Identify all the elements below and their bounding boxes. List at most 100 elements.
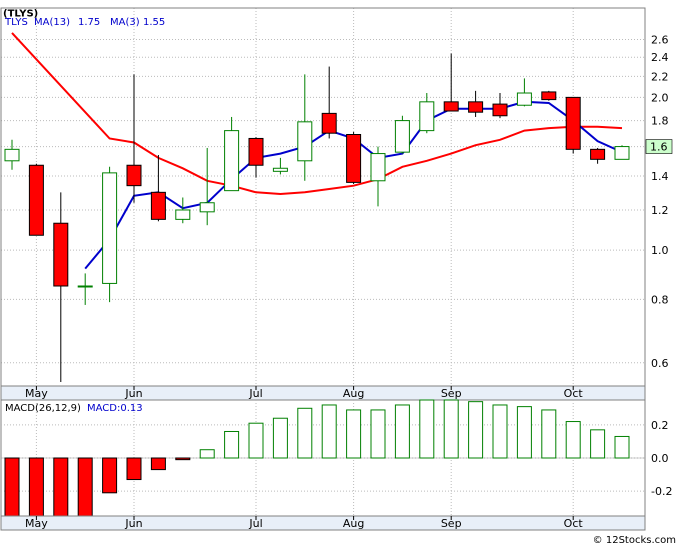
price-tick-label: 1.0 (651, 244, 669, 257)
candle-body (199, 202, 215, 213)
legend-ma13-value: 1.75 (78, 17, 100, 28)
month-label: May (25, 387, 48, 400)
macd-month-labels: May Jun Jul Aug Sep Oct (25, 516, 583, 530)
month-label: May (25, 517, 48, 530)
macd-bar (297, 407, 313, 459)
macd-bar (443, 399, 459, 459)
month-label: Aug (343, 517, 364, 530)
macd-bar (150, 457, 166, 471)
macd-bar (468, 401, 484, 459)
legend-ma3-value: 1.55 (143, 17, 165, 28)
candle-body (419, 101, 435, 132)
candle-body (175, 209, 191, 220)
candle-body (614, 146, 630, 160)
candle-body (394, 120, 410, 153)
month-label: Oct (564, 517, 584, 530)
candle-body (272, 167, 288, 172)
candle-body (541, 91, 557, 101)
macd-bar (224, 430, 240, 459)
price-month-labels: May Jun Jul Aug Sep Oct (25, 386, 583, 400)
macd-bar (370, 409, 386, 459)
month-label: Aug (343, 387, 364, 400)
candle-body (321, 112, 337, 134)
macd-bar (590, 429, 606, 459)
candle-body (53, 222, 69, 287)
month-label: Sep (441, 517, 462, 530)
candle-body (4, 148, 20, 162)
macd-month-axis (0, 515, 646, 531)
legend-ma13-label: MA(13) (34, 17, 70, 28)
macd-tick-label: -0.2 (651, 485, 672, 498)
price-tick-label: 2.6 (651, 34, 669, 47)
candle-body (443, 101, 459, 112)
price-legend: TLYS MA(13) 1.75 MA(3) 1.55 (4, 17, 165, 28)
price-month-axis (0, 385, 646, 401)
macd-bar (394, 404, 410, 459)
macd-bar (419, 399, 435, 459)
candle-body (346, 134, 362, 183)
candle-body (370, 153, 386, 182)
candle-body (590, 148, 606, 160)
legend-series-name: TLYS (4, 17, 28, 28)
candle-body (102, 172, 118, 284)
macd-bar (492, 404, 508, 459)
watermark: © 12Stocks.com (593, 535, 676, 546)
macd-legend-name: MACD(26,12,9) (5, 403, 81, 414)
macd-bar (321, 404, 337, 459)
candlesticks (4, 53, 630, 382)
candle-body (492, 103, 508, 117)
macd-bar (248, 422, 264, 459)
macd-bar (77, 457, 93, 517)
macd-legend-value: MACD:0.13 (87, 403, 143, 414)
price-panel: May Jun Jul Aug Sep Oct 2.6 2.4 2.2 2.0 1.8 1.6 1.4… (0, 7, 673, 401)
macd-bar (516, 406, 532, 459)
price-tick-label: 2.0 (651, 91, 669, 104)
month-label: Sep (441, 387, 462, 400)
price-tick-label: 1.2 (651, 204, 669, 217)
macd-bar (346, 409, 362, 459)
macd-tick-label: 0.0 (651, 452, 669, 465)
candle-body (297, 121, 313, 162)
price-tick-label: 0.8 (651, 293, 669, 306)
candle-body (28, 164, 44, 236)
macd-bar (199, 449, 215, 459)
ma3-line (11, 32, 623, 196)
macd-bar (272, 417, 288, 459)
macd-bars (4, 399, 630, 517)
month-label: Jun (124, 387, 142, 400)
macd-legend: MACD(26,12,9) MACD:0.13 (5, 403, 143, 414)
macd-bar (175, 457, 191, 461)
macd-bar (102, 457, 118, 494)
last-price-marker: 1.6 (645, 139, 673, 154)
candle-body (77, 285, 93, 288)
candle-body (150, 191, 166, 220)
macd-axis-labels: 0.2 0.0 -0.2 (651, 419, 672, 498)
candle-body (516, 92, 532, 106)
month-label: Jul (248, 387, 262, 400)
macd-bar (541, 409, 557, 459)
price-tick-label: 2.2 (651, 70, 669, 83)
macd-bar (28, 457, 44, 517)
last-price-label: 1.6 (650, 141, 668, 154)
price-tick-label: 1.8 (651, 115, 669, 128)
ticker-label: (TLYS) (3, 8, 38, 19)
price-tick-label: 2.4 (651, 51, 669, 64)
last-price-box (645, 139, 673, 154)
macd-panel: May Jun Jul Aug Sep Oct 0.2 0.0 -0.2 MACD(26,12… (0, 399, 672, 531)
candle-body (468, 101, 484, 113)
macd-bar (4, 457, 20, 517)
price-axis-labels: 2.6 2.4 2.2 2.0 1.8 1.6 1.4 1.2 1.0 0.8 0.6 (651, 34, 669, 370)
legend-ma3-label: MA(3) (110, 17, 140, 28)
candle-body (224, 130, 240, 192)
price-tick-label: 1.4 (651, 170, 669, 183)
macd-bar (565, 421, 581, 459)
candle-body (565, 96, 581, 150)
month-label: Jul (248, 517, 262, 530)
candle-body (248, 137, 264, 166)
month-label: Oct (564, 387, 584, 400)
macd-bar (614, 435, 630, 459)
month-label: Jun (124, 517, 142, 530)
macd-tick-label: 0.2 (651, 419, 669, 432)
macd-bar (53, 457, 69, 517)
